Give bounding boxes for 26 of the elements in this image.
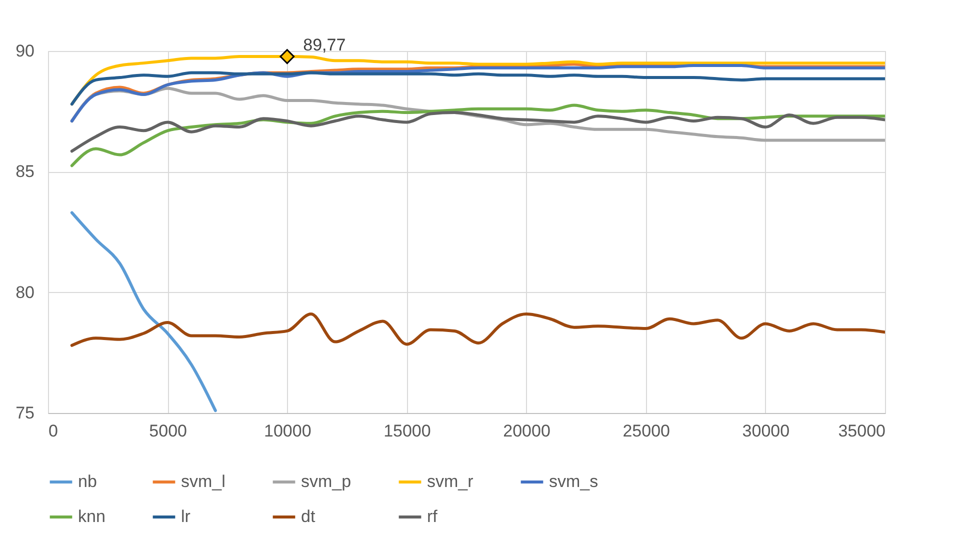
legend-label: nb — [78, 472, 97, 491]
x-tick-label: 30000 — [742, 422, 790, 440]
line-series — [70, 71, 885, 106]
legend-label: rf — [427, 507, 438, 526]
x-tick-label: 0 — [48, 422, 58, 440]
y-tick-label: 80 — [16, 282, 34, 302]
y-tick-label: 75 — [16, 404, 34, 422]
line-series — [70, 312, 885, 347]
legend-label: knn — [78, 507, 106, 526]
x-tick-label: 35000 — [838, 422, 886, 440]
y-tick-label: 85 — [16, 162, 34, 182]
x-tick-label: 5000 — [149, 422, 187, 440]
x-tick-label: 20000 — [503, 422, 550, 440]
annotation: 89,77 — [303, 36, 346, 55]
legend-label: svm_p — [301, 472, 352, 491]
line-series — [70, 211, 217, 412]
legend-label: svm_s — [549, 472, 598, 491]
line-series — [70, 111, 885, 153]
x-tick-label: 10000 — [264, 422, 312, 440]
x-tick-label: 15000 — [384, 422, 431, 440]
legend-label: svm_l — [181, 472, 226, 491]
y-tick-label: 90 — [16, 42, 34, 60]
legend-label: lr — [181, 507, 191, 526]
legend-label: dt — [301, 507, 316, 526]
x-tick-label: 25000 — [622, 422, 670, 440]
legend-label: svm_r — [427, 472, 474, 491]
